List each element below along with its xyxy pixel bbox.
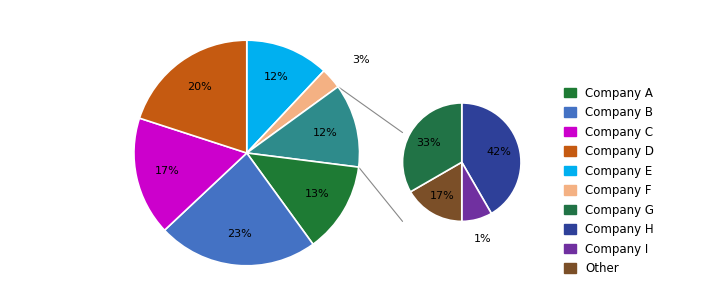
Wedge shape <box>134 118 247 230</box>
Wedge shape <box>410 162 462 222</box>
Text: 1%: 1% <box>474 234 491 244</box>
Text: 3%: 3% <box>352 55 370 65</box>
Text: 23%: 23% <box>227 229 252 239</box>
Wedge shape <box>247 40 324 153</box>
Text: 13%: 13% <box>305 189 329 199</box>
Text: 17%: 17% <box>430 191 455 200</box>
Wedge shape <box>140 40 247 153</box>
Text: 33%: 33% <box>416 138 441 148</box>
Wedge shape <box>247 71 338 153</box>
Text: 20%: 20% <box>187 82 212 92</box>
Text: 42%: 42% <box>486 147 511 157</box>
Wedge shape <box>462 162 491 222</box>
Wedge shape <box>462 103 521 214</box>
Text: 8%: 8% <box>0 305 1 306</box>
Text: 12%: 12% <box>313 128 338 138</box>
Legend: Company A, Company B, Company C, Company D, Company E, Company F, Company G, Com: Company A, Company B, Company C, Company… <box>564 87 654 275</box>
Wedge shape <box>247 153 359 244</box>
Wedge shape <box>164 153 313 266</box>
Text: 12%: 12% <box>264 73 289 83</box>
Wedge shape <box>247 87 360 167</box>
Text: 17%: 17% <box>155 166 180 176</box>
Wedge shape <box>403 103 462 192</box>
